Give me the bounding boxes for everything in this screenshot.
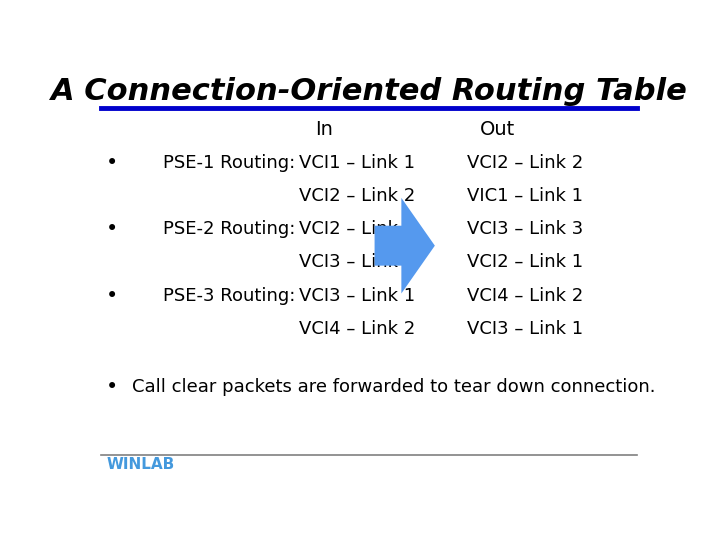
Text: •: • xyxy=(106,286,119,306)
Text: PSE-2 Routing:: PSE-2 Routing: xyxy=(163,220,295,238)
Text: VCI1 – Link 1: VCI1 – Link 1 xyxy=(300,153,415,172)
Text: VCI2 – Link 2: VCI2 – Link 2 xyxy=(300,187,415,205)
Text: VIC1 – Link 1: VIC1 – Link 1 xyxy=(467,187,582,205)
Text: VCI3 – Link 3: VCI3 – Link 3 xyxy=(300,253,415,271)
Text: •: • xyxy=(106,152,119,172)
Text: PSE-1 Routing:: PSE-1 Routing: xyxy=(163,153,294,172)
Text: Call clear packets are forwarded to tear down connection.: Call clear packets are forwarded to tear… xyxy=(132,378,655,396)
Text: •: • xyxy=(106,377,119,397)
Text: VCI2 – Link 1: VCI2 – Link 1 xyxy=(467,253,582,271)
Text: VCI3 – Link 3: VCI3 – Link 3 xyxy=(467,220,583,238)
Text: VCI3 – Link 1: VCI3 – Link 1 xyxy=(300,287,415,305)
Text: •: • xyxy=(106,219,119,239)
Text: VCI3 – Link 1: VCI3 – Link 1 xyxy=(467,320,582,338)
Polygon shape xyxy=(374,198,435,294)
Text: A Connection-Oriented Routing Table: A Connection-Oriented Routing Table xyxy=(50,77,688,106)
Text: VCI2 – Link 1: VCI2 – Link 1 xyxy=(300,220,415,238)
Text: VCI4 – Link 2: VCI4 – Link 2 xyxy=(467,287,583,305)
Text: VCI4 – Link 2: VCI4 – Link 2 xyxy=(300,320,415,338)
Text: In: In xyxy=(315,120,333,139)
Text: PSE-3 Routing:: PSE-3 Routing: xyxy=(163,287,295,305)
Text: VCI2 – Link 2: VCI2 – Link 2 xyxy=(467,153,583,172)
Text: Out: Out xyxy=(480,120,515,139)
Text: WINLAB: WINLAB xyxy=(107,457,175,472)
